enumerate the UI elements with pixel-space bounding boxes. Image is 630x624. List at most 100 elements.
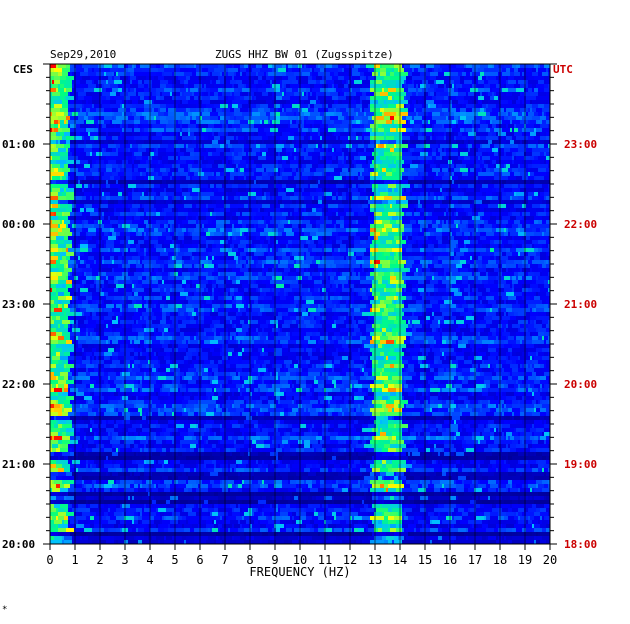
spectrogram-cell bbox=[286, 216, 288, 220]
spectrogram-cell bbox=[162, 172, 168, 176]
spectrogram-cell bbox=[428, 252, 432, 256]
spectrogram-cell bbox=[328, 84, 332, 88]
spectrogram-cell bbox=[76, 176, 78, 180]
spectrogram-cell bbox=[146, 224, 152, 228]
spectrogram-cell bbox=[114, 100, 116, 104]
spectrogram-cell bbox=[434, 184, 442, 188]
spectrogram-cell bbox=[492, 64, 494, 68]
spectrogram-cell bbox=[302, 232, 304, 236]
spectrogram-cell bbox=[546, 256, 548, 260]
spectrogram-cell bbox=[532, 228, 536, 232]
spectrogram-cell bbox=[334, 132, 340, 136]
spectrogram-cell bbox=[386, 144, 394, 148]
spectrogram-cell bbox=[90, 196, 92, 200]
spectrogram-cell bbox=[548, 180, 550, 184]
spectrogram-cell bbox=[382, 160, 390, 164]
spectrogram-cell bbox=[114, 116, 116, 120]
spectrogram-cell bbox=[388, 164, 396, 168]
spectrogram-cell bbox=[494, 240, 502, 244]
spectrogram-cell bbox=[434, 204, 440, 208]
spectrogram-cell bbox=[208, 252, 210, 256]
spectrogram-cell bbox=[310, 72, 312, 76]
spectrogram-cell bbox=[532, 108, 536, 112]
spectrogram-cell bbox=[496, 116, 500, 120]
spectrogram-cell bbox=[172, 176, 180, 180]
spectrogram-cell bbox=[54, 80, 60, 84]
spectrogram-cell bbox=[156, 244, 162, 248]
spectrogram-cell bbox=[92, 248, 94, 252]
spectrogram-cell bbox=[86, 176, 94, 180]
spectrogram-cell bbox=[182, 228, 186, 232]
spectrogram-cell bbox=[132, 196, 140, 200]
spectrogram-cell bbox=[266, 236, 270, 240]
spectrogram-cell bbox=[288, 124, 290, 128]
spectrogram-cell bbox=[342, 120, 350, 124]
spectrogram-cell bbox=[506, 228, 508, 232]
spectrogram-cell bbox=[256, 200, 258, 204]
spectrogram-cell bbox=[200, 228, 204, 232]
spectrogram-cell bbox=[462, 216, 470, 220]
spectrogram-cell bbox=[50, 192, 58, 196]
spectrogram-cell bbox=[488, 76, 496, 80]
spectrogram-cell bbox=[432, 148, 436, 152]
spectrogram-cell bbox=[492, 92, 494, 96]
spectrogram-cell bbox=[156, 172, 158, 176]
spectrogram-cell bbox=[388, 188, 392, 192]
spectrogram-cell bbox=[266, 132, 272, 136]
spectrogram-cell bbox=[426, 100, 434, 104]
spectrogram-cell bbox=[66, 116, 70, 120]
spectrogram-cell bbox=[198, 256, 206, 260]
spectrogram-cell bbox=[370, 164, 374, 168]
spectrogram-cell bbox=[164, 88, 172, 92]
spectrogram-cell bbox=[234, 148, 242, 152]
spectrogram-cell bbox=[400, 108, 408, 112]
spectrogram-cell bbox=[62, 228, 70, 232]
spectrogram-cell bbox=[138, 76, 146, 80]
spectrogram-cell bbox=[466, 224, 468, 228]
spectrogram-cell bbox=[170, 140, 172, 144]
spectrogram-cell bbox=[144, 240, 150, 244]
spectrogram-cell bbox=[188, 124, 196, 128]
spectrogram-cell bbox=[172, 240, 176, 244]
spectrogram-cell bbox=[192, 140, 196, 144]
spectrogram-cell bbox=[260, 184, 268, 188]
spectrogram-cell bbox=[300, 96, 308, 100]
spectrogram-cell bbox=[234, 92, 240, 96]
spectrogram-cell bbox=[480, 164, 484, 168]
spectrogram-cell bbox=[232, 156, 234, 160]
spectrogram-cell bbox=[426, 176, 434, 180]
spectrogram-cell bbox=[192, 252, 196, 256]
spectrogram-cell bbox=[50, 76, 54, 80]
spectrogram-cell bbox=[164, 68, 172, 72]
spectrogram-cell bbox=[254, 136, 262, 140]
spectrogram-cell bbox=[414, 216, 420, 220]
spectrogram-cell bbox=[500, 108, 504, 112]
spectrogram-cell bbox=[440, 116, 446, 120]
spectrogram-cell bbox=[230, 204, 236, 208]
spectrogram-cell bbox=[130, 100, 132, 104]
spectrogram-cell bbox=[128, 184, 136, 188]
spectrogram-cell bbox=[198, 212, 206, 216]
spectrogram-cell bbox=[462, 220, 468, 224]
spectrogram-cell bbox=[272, 64, 274, 68]
spectrogram-cell bbox=[110, 216, 116, 220]
spectrogram-cell bbox=[506, 92, 512, 96]
spectrogram-cell bbox=[158, 108, 160, 112]
spectrogram-cell bbox=[306, 120, 314, 124]
spectrogram-cell bbox=[536, 236, 540, 240]
spectrogram-cell bbox=[66, 120, 68, 124]
spectrogram-cell bbox=[338, 64, 342, 68]
spectrogram-cell bbox=[326, 228, 332, 232]
spectrogram-cell bbox=[544, 64, 550, 68]
spectrogram-cell bbox=[534, 256, 540, 260]
spectrogram-cell bbox=[496, 76, 498, 80]
spectrogram-cell bbox=[512, 128, 514, 132]
spectrogram-cell bbox=[492, 140, 500, 144]
spectrogram-cell bbox=[444, 96, 448, 100]
spectrogram-cell bbox=[466, 108, 472, 112]
spectrogram-cell bbox=[456, 84, 460, 88]
spectrogram-cell bbox=[344, 204, 350, 208]
spectrogram-cell bbox=[250, 128, 256, 132]
spectrogram-cell bbox=[226, 184, 232, 188]
spectrogram-cell bbox=[184, 80, 188, 84]
